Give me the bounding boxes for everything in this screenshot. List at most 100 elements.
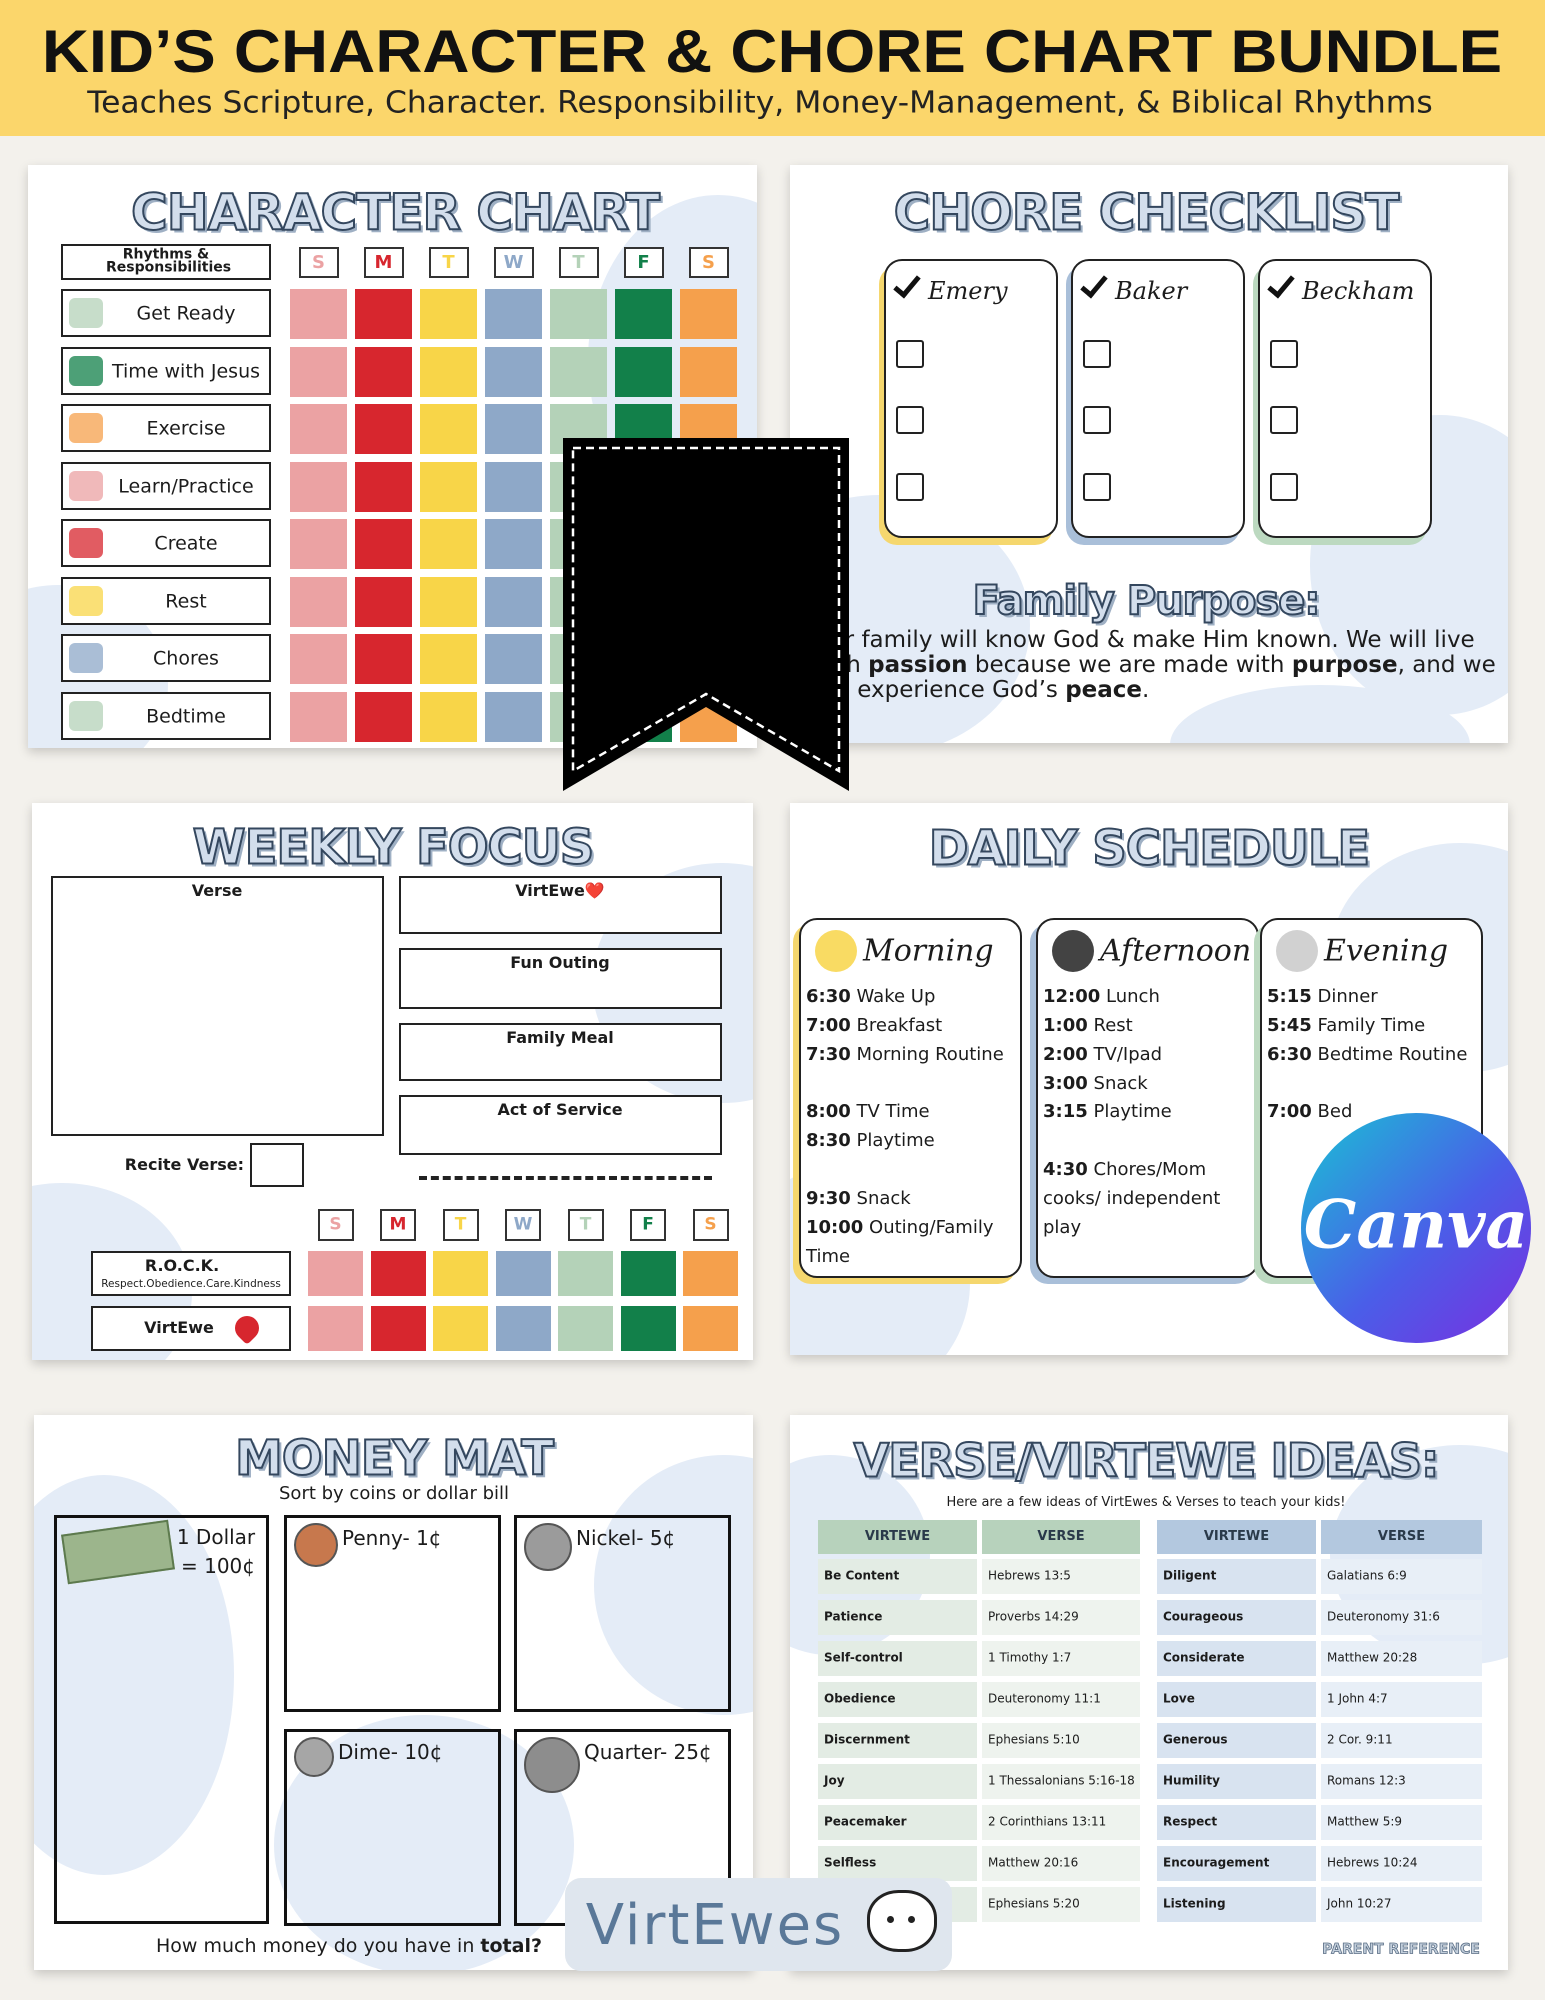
row-label: Time with Jesus [111, 360, 261, 383]
item-label: Snack [1093, 1073, 1148, 1094]
coin-label: Quarter- 25¢ [584, 1740, 712, 1764]
day-label: F [637, 252, 650, 274]
coin-box [514, 1515, 731, 1712]
day-label: T [579, 1214, 592, 1235]
day-label: M [389, 1214, 407, 1235]
virtewe-name: Be Content [824, 1568, 900, 1583]
table-cell [1157, 1764, 1316, 1799]
day-label: S [329, 1214, 342, 1235]
virtewe-name: Love [1163, 1691, 1195, 1706]
focus-cell [620, 1251, 676, 1296]
table-cell [1321, 1641, 1482, 1676]
virtewe-name: Considerate [1163, 1650, 1245, 1665]
item-time: 12:00 [1043, 986, 1101, 1007]
item-label: Morning Routine [856, 1044, 1004, 1065]
virtewe-label: VirtEwe [144, 1318, 214, 1338]
verse-ref: Matthew 20:28 [1327, 1650, 1418, 1665]
item-time: 6:30 [806, 986, 851, 1007]
coin-box [284, 1729, 501, 1926]
focus-label: Fun Outing [510, 953, 610, 973]
row-icon [69, 413, 103, 443]
table-cell [1321, 1723, 1482, 1758]
row-icon [69, 355, 103, 386]
table-cell [1321, 1846, 1482, 1881]
purpose-text: peace [1065, 677, 1143, 703]
checkbox [1083, 340, 1111, 368]
child-name: Baker [1115, 276, 1188, 305]
table-cell [1321, 1682, 1482, 1717]
checkbox [896, 340, 924, 368]
focus-box [399, 948, 722, 1009]
item-time: 4:30 [1043, 1159, 1088, 1180]
money-mat: MONEY MAT Sort by coins or dollar bill 1 D… [34, 1415, 753, 1970]
day-box [505, 1209, 541, 1241]
table-cell [1321, 1559, 1482, 1594]
chart-cell [615, 346, 672, 397]
chart-cell [355, 634, 412, 684]
money-footer: How much money do you have in total? [34, 1935, 664, 1961]
chart-cell [680, 576, 737, 627]
chart-cell [355, 576, 412, 627]
header-band [0, 0, 1545, 136]
period-icon [1276, 930, 1318, 972]
item-label: Bed [1317, 1101, 1353, 1122]
virtewe-name: Discernment [824, 1732, 910, 1747]
table-header: VERSE [1377, 1528, 1426, 1544]
chart-cell [550, 519, 607, 569]
chart-cell [550, 576, 607, 627]
schedule-item: 4:30 Chores/Mom cooks/ independent play [1043, 1155, 1255, 1238]
table-cell [1321, 1805, 1482, 1840]
virtewe-name: Listening [1163, 1896, 1226, 1911]
focus-cell [433, 1306, 488, 1351]
period-name: Evening [1324, 933, 1449, 969]
coin [294, 1737, 334, 1777]
row-label: Create [154, 532, 218, 555]
footer-bold: total? [480, 1935, 542, 1957]
focus-cell [308, 1251, 363, 1296]
table-cell [818, 1805, 977, 1840]
day-label: S [312, 252, 325, 274]
chart-cell [355, 691, 412, 742]
chart-cell [615, 461, 672, 512]
table-cell [1157, 1600, 1316, 1635]
checklist-card: Emery [884, 259, 1058, 538]
sheep-eye [887, 1916, 894, 1923]
table-cell [982, 1682, 1140, 1717]
checklist-card: Beckham [1258, 259, 1432, 538]
item-time: 8:00 [806, 1101, 851, 1122]
chart-cell [355, 289, 412, 339]
chart-cell [420, 691, 477, 742]
chart-cell [615, 691, 672, 742]
item-label: Playtime [856, 1130, 935, 1151]
checkbox [1083, 473, 1111, 501]
focus-cell [620, 1306, 676, 1351]
dollar-line: 1 Dollar [176, 1525, 256, 1549]
day-box [380, 1209, 416, 1241]
table-cell [1157, 1723, 1316, 1758]
panel-title: DAILY SCHEDULE [928, 820, 1371, 877]
table-cell [1157, 1887, 1316, 1922]
table-cell [1157, 1682, 1316, 1717]
item-label: TV/Ipad [1093, 1044, 1163, 1065]
panel-title: CHARACTER CHART [130, 183, 661, 242]
table-cell [982, 1887, 1140, 1922]
recite-box [250, 1143, 304, 1187]
money-subtitle: Sort by coins or dollar bill [279, 1483, 509, 1505]
chart-cell [420, 289, 477, 339]
checklist-card: Baker [1071, 259, 1245, 538]
verse-subtitle: Here are a few ideas of VirtEwes & Verse… [946, 1494, 1346, 1510]
table-cell [982, 1559, 1140, 1594]
check-mark [1267, 269, 1295, 299]
checkbox [1270, 406, 1298, 434]
focus-label: Act of Service [497, 1100, 623, 1120]
table-cell [982, 1805, 1140, 1840]
character-chart: CHARACTER CHART Rhythms & Responsibilitie… [28, 165, 757, 748]
item-time: 7:30 [806, 1044, 851, 1065]
chart-cell [550, 289, 607, 339]
table-cell [982, 1764, 1140, 1799]
focus-label: Family Meal [506, 1028, 614, 1048]
schedule-item: 2:00 TV/Ipad [1043, 1040, 1255, 1100]
verse-ref: Deuteronomy 11:1 [988, 1691, 1101, 1706]
table-header-cell [1321, 1520, 1482, 1554]
day-label: W [503, 252, 524, 274]
